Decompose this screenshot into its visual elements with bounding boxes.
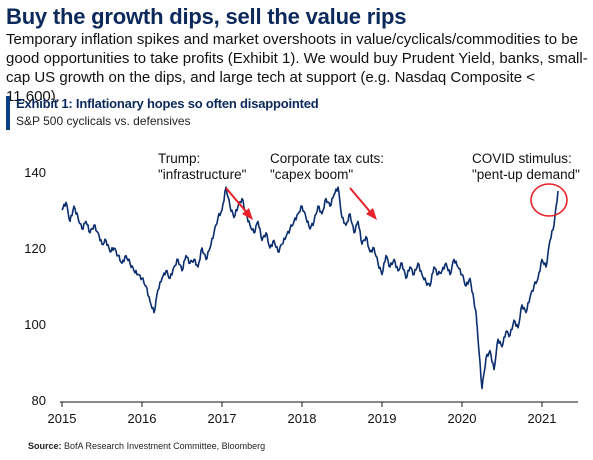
x-tick-label: 2015 xyxy=(48,411,77,426)
x-axis-ticks: 2015 2016 2017 2018 2019 2020 2021 xyxy=(48,402,557,426)
x-tick-label: 2019 xyxy=(368,411,397,426)
y-tick-label: 120 xyxy=(24,241,46,256)
y-axis-ticks: 80 100 120 140 xyxy=(24,165,46,408)
covid-highlight-circle xyxy=(530,183,568,217)
x-tick-label: 2021 xyxy=(528,411,557,426)
annotation-trump-line1: Trump: xyxy=(158,151,200,166)
exhibit-subtitle: S&P 500 cyclicals vs. defensives xyxy=(16,114,191,128)
y-tick-label: 140 xyxy=(24,165,46,180)
annotation-tax-cuts: Corporate tax cuts: "capex boom" xyxy=(270,151,384,182)
annotation-covid-line1: COVID stimulus: xyxy=(472,151,572,166)
annotation-covid-line2: "pent-up demand" xyxy=(472,167,580,182)
source-note: Source: BofA Research Investment Committ… xyxy=(28,441,265,451)
y-tick-label: 100 xyxy=(24,317,46,332)
page-subtitle: Temporary inflation spikes and market ov… xyxy=(6,31,588,105)
x-tick-label: 2016 xyxy=(128,411,157,426)
x-tick-label: 2018 xyxy=(288,411,317,426)
x-tick-label: 2020 xyxy=(448,411,477,426)
series-line-cyclicals-vs-defensives xyxy=(61,186,559,390)
arrow-trump xyxy=(225,187,253,220)
annotation-trump-line2: "infrastructure" xyxy=(158,167,247,182)
source-label: Source: xyxy=(28,441,62,451)
x-tick-label: 2017 xyxy=(208,411,237,426)
annotation-covid: COVID stimulus: "pent-up demand" xyxy=(472,151,580,182)
annotation-tax-cuts-line1: Corporate tax cuts: xyxy=(270,151,384,166)
y-tick-label: 80 xyxy=(32,393,46,408)
annotation-tax-cuts-line2: "capex boom" xyxy=(270,167,353,182)
exhibit-accent-bar xyxy=(6,96,10,130)
arrow-tax-cuts xyxy=(349,187,377,220)
exhibit-title: Exhibit 1: Inflationary hopes so often d… xyxy=(16,96,319,111)
page-headline: Buy the growth dips, sell the value rips xyxy=(6,4,407,29)
source-text: BofA Research Investment Committee, Bloo… xyxy=(64,441,266,451)
annotation-trump: Trump: "infrastructure" xyxy=(158,151,247,182)
